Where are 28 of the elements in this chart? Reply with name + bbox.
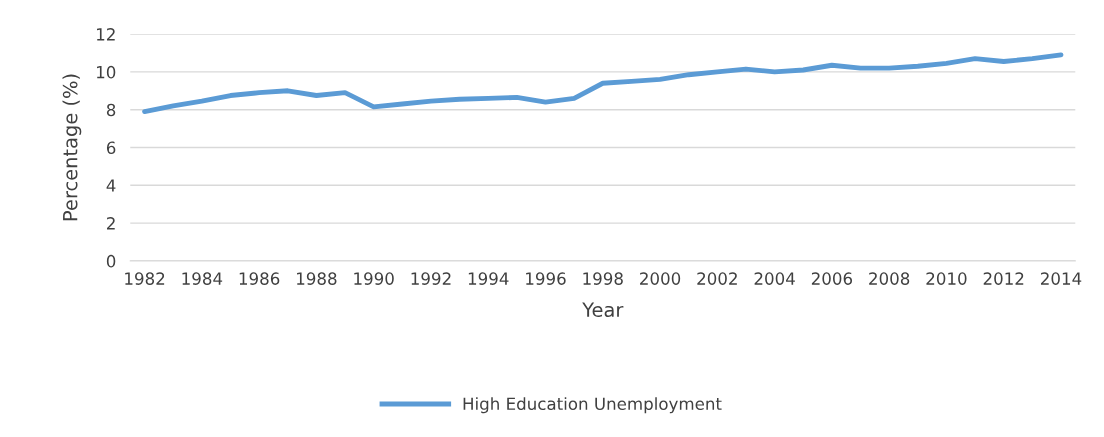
x-tick-label: 1986 [239, 272, 280, 285]
x-tick-label: 1982 [125, 272, 165, 285]
x-tick-label: 2006 [811, 272, 853, 285]
line-series [142, 52, 1064, 115]
x-tick-label: 1996 [526, 272, 566, 285]
x-tick-label: 1998 [583, 272, 623, 285]
x-tick-label: 1994 [468, 272, 509, 285]
x-tick-label: 2008 [869, 272, 910, 285]
y-axis-title: Percentage (%) [62, 74, 82, 221]
x-tick-label: 2010 [926, 272, 967, 285]
x-tick-label: 2012 [983, 272, 1024, 285]
x-tick-label: 1988 [297, 272, 337, 285]
y-tick-label: 0 [106, 254, 116, 268]
legend-label: High Education Unemployment [463, 397, 722, 414]
y-tick-label: 4 [106, 179, 116, 192]
x-tick-label: 1992 [411, 272, 451, 285]
y-tick-label: 8 [106, 103, 116, 117]
x-tick-label: 1984 [182, 272, 223, 285]
y-tick-label: 2 [107, 217, 115, 230]
x-tick-label: 2000 [640, 272, 681, 285]
y-tick-label: 12 [97, 28, 115, 41]
x-tick-label: 2014 [1040, 272, 1082, 285]
x-tick-label: 2004 [754, 272, 795, 285]
x-axis-title: Year [582, 302, 624, 318]
x-tick-label: 1990 [354, 272, 394, 285]
y-tick-label: 10 [97, 65, 116, 79]
y-tick-label: 6 [106, 141, 116, 155]
x-tick-label: 2002 [697, 272, 737, 285]
